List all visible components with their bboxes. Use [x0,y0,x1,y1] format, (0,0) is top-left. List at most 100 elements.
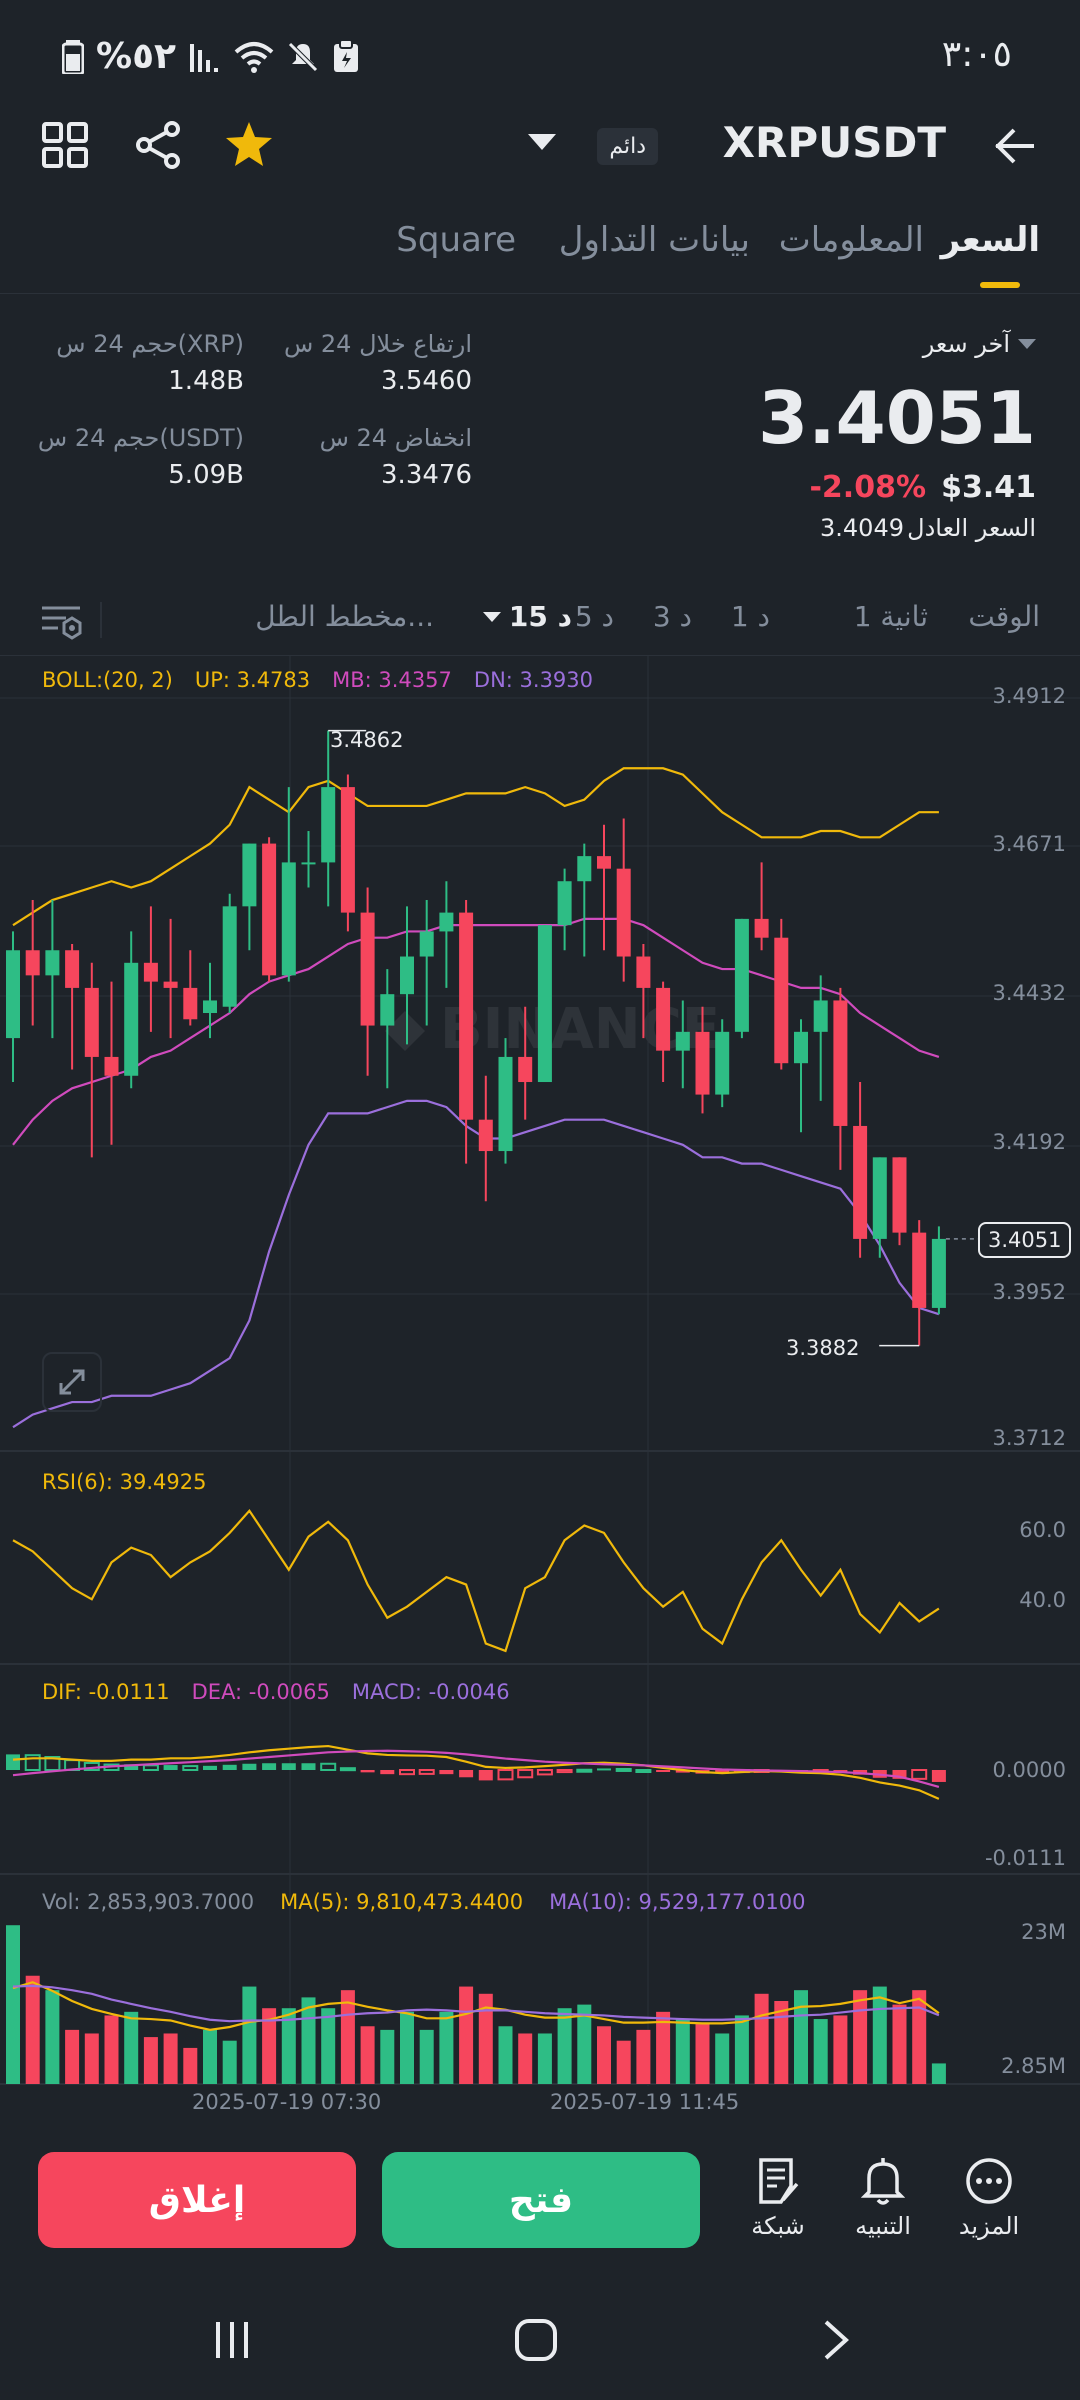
price-change-percent: -2.08% [809,470,926,505]
high-marker: 3.4862 [330,728,404,752]
more-dots-icon [966,2158,1012,2204]
symbol-dropdown-icon[interactable] [528,134,556,150]
candle-body [754,918,769,938]
candle-body [478,1119,493,1152]
volume-bar [400,2011,414,2084]
volume-bar [754,1993,769,2084]
tab-trading-data[interactable]: بيانات التداول [558,220,750,260]
macd-histogram-bar [262,1763,277,1770]
bottom-action-bar: إغلاق فتح شبكة التنبيه المزيد [0,2120,1080,2280]
grid-menu-icon[interactable] [42,122,88,168]
volume-bar [498,2026,513,2084]
macd-histogram-bar [536,1769,553,1776]
timeframe-1s[interactable]: 1 ثانية [853,600,928,633]
rsi-legend: RSI(6): 39.4925 [42,1470,207,1494]
candle-body [597,856,611,869]
candle-body [84,987,99,1057]
bell-icon [860,2158,906,2205]
vol-ma10: MA(10): 9,529,177.0100 [549,1890,806,1914]
macd-dea: DEA: -0.0065 [191,1680,330,1704]
home-icon[interactable] [514,2318,558,2362]
close-position-button[interactable]: إغلاق [38,2152,356,2248]
volume-bar [636,2029,651,2084]
back-icon[interactable] [820,2318,852,2362]
volume-bar [616,2040,631,2084]
expand-icon [59,1369,85,1395]
chart-area[interactable]: BINANCE BOLL:(20, 2) UP: 3.4783 MB: 3.43… [0,656,1080,2126]
rsi-line [12,1508,940,1653]
candle-body [715,1031,730,1095]
favorite-star-icon[interactable] [224,120,274,168]
fullscreen-button[interactable] [42,1352,102,1412]
candle-body [518,1056,533,1083]
candle-body [636,956,651,988]
recent-apps-icon[interactable] [212,2318,252,2362]
macd-histogram-bar [517,1769,534,1779]
timeframe-1m[interactable]: 1 د [730,600,770,633]
candle-body [25,950,40,976]
high-24h-value: 3.5460 [381,366,472,396]
tab-price[interactable]: السعر [940,220,1040,260]
macd-histogram-bar [380,1770,395,1775]
system-nav-bar [0,2280,1080,2400]
macd-histogram-bar [597,1768,611,1771]
volume-bar [892,2004,907,2084]
macd-histogram-bar [892,1770,907,1779]
volume-bar [360,2026,375,2084]
candlestick-chart[interactable]: BINANCE [0,656,1080,2126]
volume-bar [459,1986,474,2084]
back-arrow-icon[interactable] [992,126,1036,166]
share-icon[interactable] [134,120,182,170]
tab-info[interactable]: المعلومات [778,220,924,260]
candle-body [439,912,454,932]
caret-down-icon [482,611,501,622]
candle-body [459,912,474,1120]
volume-bar [734,2015,749,2084]
volume-bar [931,2063,946,2084]
timeframe-3m[interactable]: 3 د [652,600,692,633]
tab-square[interactable]: Square [396,220,516,260]
timeframe-time-label[interactable]: الوقت [968,600,1040,633]
candle-body [498,1056,513,1152]
candle-body [872,1157,887,1239]
macd-histogram-bar [6,1754,20,1770]
last-price-selector[interactable]: آخر سعر [923,330,1036,358]
candle-body [774,937,789,1064]
grid-trading-button[interactable]: شبكة [733,2156,823,2240]
x-tick: 2025-07-19 07:30 [192,2090,382,2114]
perpetual-badge: دائم [597,128,658,165]
signal-icon [190,43,219,72]
depth-chart-tab[interactable]: مخطط الطل... [255,600,434,633]
timeframe-5m[interactable]: 5 د [574,600,614,633]
candle-body [203,1000,217,1014]
macd-histogram-bar [301,1763,316,1770]
grid-label: شبكة [751,2212,805,2240]
macd-tick: 0.0000 [992,1758,1066,1782]
volume-bar [872,1986,887,2084]
macd-histogram-bar [24,1754,41,1772]
binance-watermark: BINANCE [385,997,720,1062]
low-24h-label: انخفاض 24 س [319,424,472,452]
macd-histogram-bar [675,1770,690,1773]
volume-bar [833,2015,848,2084]
symbol-title[interactable]: XRPUSDT [722,118,946,167]
open-position-button[interactable]: فتح [382,2152,700,2248]
macd-histogram-bar [360,1770,375,1773]
candle-body [242,843,257,907]
candle-body [340,787,355,913]
caret-down-icon [1018,339,1036,349]
boll-mb: MB: 3.4357 [332,668,452,692]
macd-histogram-bar [203,1765,217,1770]
watermark-text: BINANCE [440,997,720,1062]
macd-histogram-bar [399,1769,415,1776]
y-tick: 3.3952 [992,1280,1066,1304]
vol-usdt-value: 5.09B [168,460,244,490]
candle-body [695,1031,710,1095]
timeframe-15m[interactable]: 15 د [482,600,572,633]
volume-bar [183,2047,198,2084]
alert-button[interactable]: التنبيه [838,2156,928,2240]
candle-body [301,862,316,865]
more-button[interactable]: المزيد [944,2156,1034,2240]
chart-settings-icon[interactable] [40,602,82,640]
macd-histogram-bar [911,1769,928,1780]
